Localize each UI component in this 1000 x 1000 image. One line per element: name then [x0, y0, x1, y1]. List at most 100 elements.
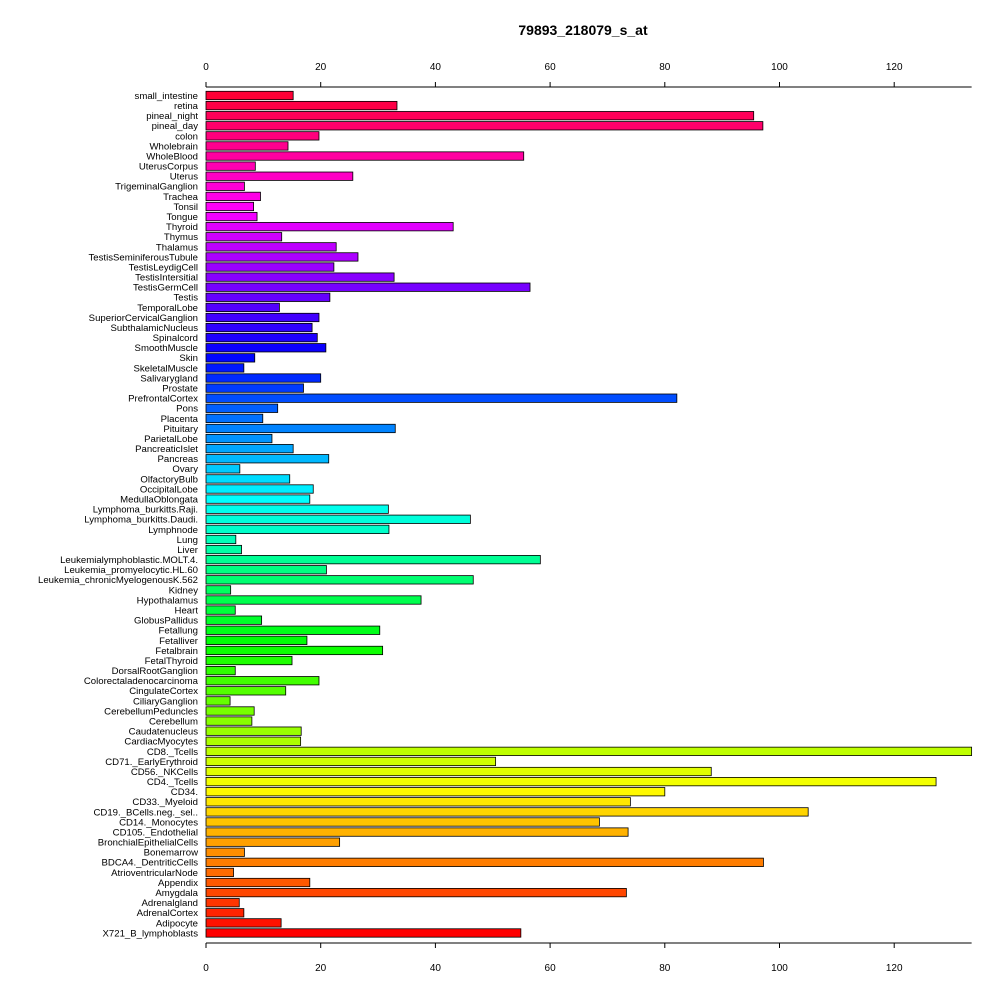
- bar-globuspallidus: [205, 615, 263, 625]
- bottom-axis-tick-label: 40: [430, 963, 442, 974]
- category-label: GlobusPallidus: [134, 616, 198, 627]
- category-label: CD71._EarlyErythroid: [105, 757, 198, 768]
- bar-testis: [205, 292, 331, 302]
- category-label: SubthalamicNucleus: [111, 323, 199, 334]
- category-label: Leukemia_chronicMyelogenousK.562: [38, 575, 198, 586]
- bar-cardiacmyocytes: [205, 736, 302, 746]
- category-label: Liver: [177, 545, 199, 556]
- bar-prostate: [205, 383, 304, 393]
- bottom-axis-tick-label: 100: [771, 963, 788, 974]
- bar-lymphoma-burkitts-raji-: [205, 504, 389, 514]
- top-axis-tick-label: 20: [315, 62, 327, 73]
- bar-salivarygland: [205, 373, 322, 383]
- category-label: TemporalLobe: [137, 303, 198, 314]
- category-label: Placenta: [161, 414, 199, 425]
- bar-pons: [205, 403, 279, 413]
- chart-title: 79893_218079_s_at: [518, 22, 648, 38]
- category-label: DorsalRootGanglion: [112, 666, 198, 677]
- category-label: Adrenalgland: [141, 898, 198, 909]
- category-label: Lymphnode: [148, 525, 198, 536]
- category-label: CerebellumPeduncles: [104, 706, 198, 717]
- category-label: Amygdala: [155, 888, 198, 899]
- category-label: small_intestine: [135, 91, 198, 102]
- category-label: Trachea: [163, 192, 199, 203]
- bar-skin: [205, 353, 256, 363]
- category-label: Tonsil: [173, 202, 198, 213]
- bar-skeletalmuscle: [205, 363, 245, 373]
- category-label: Thymus: [164, 232, 198, 243]
- category-label: Pituitary: [163, 424, 198, 435]
- bar-cd33-myeloid: [205, 797, 631, 807]
- bar-hypothalamus: [205, 595, 422, 605]
- bar-bronchialepithelialcells: [205, 837, 341, 847]
- category-label: Spinalcord: [153, 333, 198, 344]
- bar-pancreas: [205, 454, 330, 464]
- bar-heart: [205, 605, 236, 615]
- category-label: CD19._BCells.neg._sel..: [93, 807, 198, 818]
- bar-olfactorybulb: [205, 474, 291, 484]
- bar-colorectaladenocarcinoma: [205, 676, 320, 686]
- bar-leukemia-chronicmyelogenousk-562: [205, 575, 474, 585]
- category-label: CiliaryGanglion: [133, 696, 198, 707]
- category-label: Lung: [177, 535, 198, 546]
- category-label: WholeBlood: [146, 151, 198, 162]
- category-label: Testis: [173, 293, 198, 304]
- bar-pineal-day: [205, 121, 764, 131]
- bars-group: [205, 90, 973, 938]
- category-label: Lymphoma_burkitts.Raji.: [93, 505, 198, 516]
- category-label: Caudatenucleus: [129, 727, 199, 738]
- bar-thyroid: [205, 222, 454, 232]
- bar-wholeblood: [205, 151, 525, 161]
- category-label: SmoothMuscle: [135, 343, 198, 354]
- category-label: CD4._Tcells: [147, 777, 198, 788]
- category-label: SuperiorCervicalGanglion: [89, 313, 198, 324]
- bar-testisseminiferoustubule: [205, 252, 359, 262]
- bar-cd14-monocytes: [205, 817, 600, 827]
- category-label: TrigeminalGanglion: [115, 182, 198, 193]
- category-labels: small_intestineretinapineal_nightpineal_…: [38, 91, 199, 939]
- category-label: TestisGermCell: [133, 283, 198, 294]
- top-axis-tick-label: 80: [659, 62, 671, 73]
- bar-wholebrain: [205, 141, 289, 151]
- bar-subthalamicnucleus: [205, 322, 313, 333]
- bar-pineal-night: [205, 111, 755, 121]
- bar-tonsil: [205, 201, 255, 212]
- category-label: CingulateCortex: [129, 686, 198, 697]
- bar-parietallobe: [205, 433, 273, 444]
- bar-fetalthyroid: [205, 655, 293, 666]
- bar-atrioventricularnode: [205, 867, 234, 878]
- bottom-axis-tick-label: 80: [659, 963, 671, 974]
- bar-cd34-: [205, 787, 666, 797]
- category-label: CD33._Myeloid: [132, 797, 198, 808]
- bar-leukemialymphoblastic-molt-4-: [205, 555, 541, 565]
- category-label: FetalThyroid: [145, 656, 198, 667]
- bar-thymus: [205, 232, 283, 242]
- category-label: TestisIntersitial: [135, 273, 198, 284]
- category-label: Cerebellum: [149, 716, 198, 727]
- category-label: CD56._NKCells: [131, 767, 198, 778]
- category-label: CD14._Monocytes: [119, 817, 198, 828]
- category-label: TestisSeminiferousTubule: [89, 252, 199, 263]
- bar-cd8-tcells: [205, 746, 973, 756]
- category-label: Kidney: [169, 585, 199, 596]
- category-label: Salivarygland: [140, 373, 198, 384]
- bar-cd71-earlyerythroid: [205, 756, 497, 767]
- bar-medullaoblongata: [205, 494, 311, 504]
- category-label: CardiacMyocytes: [124, 737, 198, 748]
- bar-dorsalrootganglion: [205, 666, 236, 676]
- category-label: AtrioventricularNode: [111, 868, 198, 879]
- category-label: Heart: [175, 605, 199, 616]
- bar-ciliaryganglion: [205, 696, 231, 706]
- bar-trigeminalganglion: [205, 181, 245, 191]
- category-label: TestisLeydigCell: [129, 262, 198, 273]
- category-label: Tongue: [167, 212, 198, 223]
- top-axis-tick-label: 100: [771, 62, 788, 73]
- bar-spinalcord: [205, 333, 318, 343]
- category-label: Wholebrain: [149, 141, 198, 152]
- bar-colon: [205, 131, 320, 141]
- bar-bdca4-dentriticcells: [205, 857, 764, 867]
- bar-testisintersitial: [205, 272, 395, 282]
- top-axis-tick-label: 40: [430, 62, 442, 73]
- bar-superiorcervicalganglion: [205, 312, 320, 323]
- bar-thalamus: [205, 242, 337, 252]
